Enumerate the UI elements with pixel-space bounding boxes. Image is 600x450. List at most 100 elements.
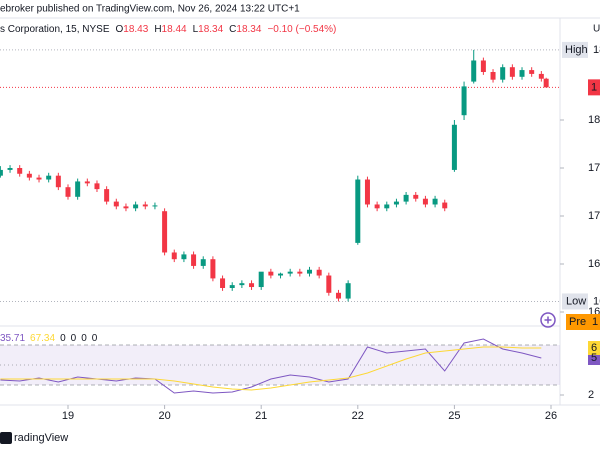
x-tick-label: 25 <box>448 410 460 422</box>
rsi-param: 0 <box>60 333 66 344</box>
candle-body <box>123 206 129 209</box>
candle-body <box>480 60 486 72</box>
pre-label: 1 <box>592 316 598 328</box>
high-box <box>562 41 588 58</box>
ohlc-value: 18.34 <box>236 24 261 35</box>
footer: radingView <box>14 432 68 444</box>
ohlc-value: 18.44 <box>162 24 187 35</box>
candle-body <box>461 86 467 116</box>
candle-body <box>307 269 312 274</box>
candle-body <box>471 60 477 82</box>
rsi-param: 0 <box>92 333 98 344</box>
candle-body <box>36 177 42 180</box>
candle-body <box>94 183 100 190</box>
candle-body <box>403 194 409 202</box>
candle-body <box>326 275 332 293</box>
candle-body <box>7 168 13 170</box>
rsi-param: 0 <box>81 333 87 344</box>
x-tick-label: 26 <box>545 410 557 422</box>
candle-body <box>133 204 139 209</box>
rsi-legend-value: 35.71 <box>0 333 25 344</box>
candle-body <box>422 198 428 205</box>
candle-body <box>65 187 71 197</box>
candle-body <box>297 271 303 274</box>
y-tick-label: 18 <box>588 114 600 126</box>
high-name: High <box>565 44 588 56</box>
rsi-line <box>0 346 542 391</box>
y-tick-label: 17 <box>588 162 600 174</box>
candle-body <box>17 168 23 174</box>
candle-body <box>529 70 535 74</box>
low-name: Low <box>566 295 586 307</box>
candle-body <box>220 278 226 288</box>
candle-body <box>442 202 448 209</box>
rsi-param: 0 <box>71 333 77 344</box>
candle-body <box>364 179 370 205</box>
candle-body <box>393 201 399 205</box>
candle-body <box>200 259 206 266</box>
candle-body <box>152 205 158 207</box>
high-label: 18 <box>593 44 600 56</box>
pre-name: Pre <box>569 316 586 328</box>
candle-body <box>538 73 544 79</box>
candle-body <box>162 211 168 253</box>
candle-body <box>239 283 245 286</box>
rsi-legend-value: 67.34 <box>30 333 55 344</box>
candle-body <box>46 175 52 180</box>
candle-body <box>543 78 549 88</box>
candle-body <box>258 271 264 288</box>
candle-body <box>142 204 148 207</box>
candle-body <box>0 169 3 176</box>
candle-body <box>384 204 390 209</box>
candle-body <box>75 181 81 197</box>
x-tick-label: 22 <box>352 410 364 422</box>
candle-body <box>84 181 90 184</box>
candle-body <box>287 271 293 274</box>
ohlc-key: L <box>193 24 199 35</box>
candle-body <box>490 72 496 80</box>
candle-body <box>519 70 525 77</box>
low-box <box>562 293 588 310</box>
publisher: ebroker published on TradingView.com, No… <box>0 4 300 15</box>
candle-body <box>500 67 506 80</box>
candle-body <box>432 198 438 205</box>
candle-body <box>171 252 177 260</box>
candle-body <box>268 271 274 276</box>
ohlc-key: O <box>116 24 124 35</box>
candle-body <box>345 283 351 299</box>
candle-body <box>335 292 341 299</box>
candle-body <box>55 175 61 188</box>
rsi-y-tick-label: 2 <box>588 389 594 401</box>
candle-body <box>413 194 419 199</box>
candle-body <box>249 283 255 288</box>
y-tick-label: 17 <box>588 210 600 222</box>
last-price-box <box>588 79 600 96</box>
candle-body <box>191 254 197 266</box>
ohlc-key: H <box>154 24 161 35</box>
ohlc-key: C <box>229 24 236 35</box>
candle-body <box>229 285 235 288</box>
candle-body <box>278 273 284 276</box>
candle-body <box>210 259 216 279</box>
candle-body <box>451 124 457 170</box>
candle-body <box>113 201 119 207</box>
x-tick-label: 19 <box>62 410 74 422</box>
last-price-label: 1 <box>591 81 597 93</box>
symbol-line: s Corporation, 15, NYSE O18.43 H18.44 L18.3… <box>0 24 336 35</box>
y-tick-label: 16 <box>588 258 600 270</box>
ohlc-value: 18.43 <box>123 24 148 35</box>
change: −0.10 (−0.54%) <box>267 24 336 35</box>
candle-body <box>355 179 361 243</box>
add-icon-plus <box>544 316 552 324</box>
symbol: s Corporation, 15, NYSE <box>0 24 110 35</box>
corner-label: U <box>593 24 600 35</box>
add-icon[interactable] <box>540 312 556 328</box>
candle-body <box>374 204 380 209</box>
ohlc-value: 18.34 <box>198 24 223 35</box>
candle-body <box>26 173 32 178</box>
logo <box>0 432 12 444</box>
rsi-value-label: 6 <box>591 342 597 354</box>
candle-body <box>316 269 322 276</box>
